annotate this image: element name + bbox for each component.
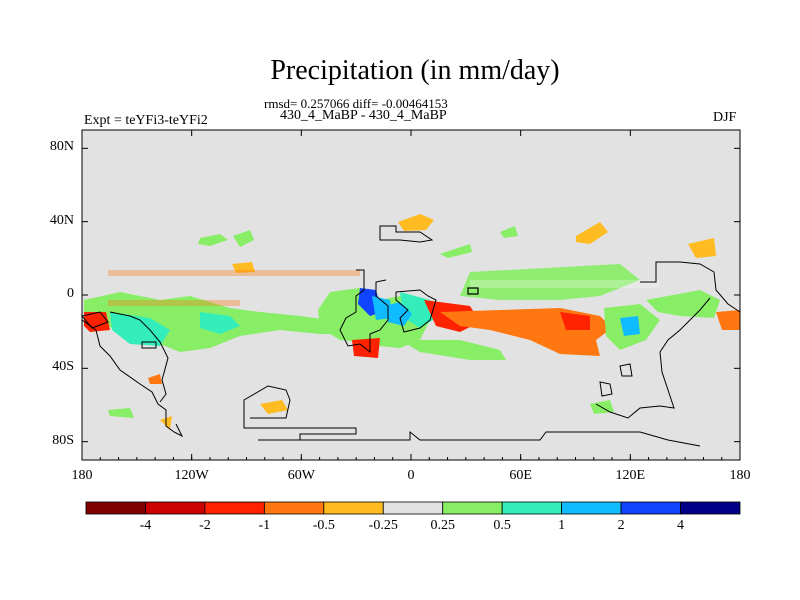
x-tick-label: 120E: [615, 468, 646, 483]
coastline-island: [599, 381, 613, 397]
colorbar: [85, 501, 741, 515]
anomaly-patch: [716, 310, 740, 330]
anomaly-patch: [108, 408, 134, 418]
y-tick-label: 80S: [52, 432, 74, 448]
anomaly-patch: [440, 244, 472, 258]
colorbar-swatch: [145, 501, 206, 515]
x-tick-label: 180: [71, 468, 93, 483]
x-tick-label: 60E: [509, 468, 532, 483]
coastline-europe: [379, 225, 434, 243]
y-tick-label: 40S: [52, 359, 74, 375]
colorbar-swatch: [323, 501, 384, 515]
anomaly-patch: [460, 264, 640, 300]
rmsd-diff-text: rmsd= 0.257066 diff= -0.00464153: [264, 96, 448, 111]
x-tick-label: 180: [729, 468, 751, 483]
x-tick-label: 60W: [287, 468, 315, 483]
colorbar-label: -0.5: [312, 518, 335, 533]
colorbar-swatch: [561, 501, 622, 515]
colorbar-label: -2: [199, 518, 211, 533]
colorbar-label: 0.5: [493, 518, 511, 533]
axis-ticks: [81, 130, 741, 460]
x-tick-label: 0: [407, 468, 415, 483]
anomaly-patch: [198, 234, 228, 246]
x-tick-label: 120W: [174, 468, 209, 483]
colorbar-label: 0.25: [430, 518, 455, 533]
anomaly-patch: [148, 374, 162, 384]
colorbar-swatch: [85, 501, 146, 515]
coastline-island: [141, 341, 157, 349]
anomaly-patch: [470, 280, 660, 288]
anomaly-patch: [260, 400, 288, 414]
anomaly-patch: [560, 312, 590, 330]
colorbar-swatch: [204, 501, 265, 515]
coastline-island: [619, 363, 633, 377]
anomaly-patch: [398, 214, 434, 231]
season-label: DJF: [713, 110, 737, 125]
expt-left-label: Expt = teYFi3-teYFi2: [84, 113, 208, 128]
colorbar-swatch: [442, 501, 503, 515]
colorbar-swatch: [263, 501, 325, 515]
anomaly-patch: [620, 316, 640, 336]
colorbar-swatch: [620, 501, 681, 515]
coastline-africa: [395, 289, 437, 333]
y-tick-label: 80N: [49, 139, 74, 155]
precip-anomaly-shading: [84, 214, 740, 430]
anomaly-patch: [500, 226, 518, 238]
colorbar-label: -0.25: [368, 518, 398, 533]
coastline-island: [467, 287, 479, 295]
anomaly-patch: [400, 340, 506, 360]
colorbar-label: 1: [558, 518, 566, 533]
coastline-africa: [339, 269, 389, 354]
coastline-asia: [640, 261, 741, 313]
experiment-label: 430_4_MaBP - 430_4_MaBP: [280, 108, 447, 123]
coastlines: [81, 225, 741, 447]
colorbar-swatch: [382, 501, 444, 515]
anomaly-patch: [108, 300, 240, 306]
y-tick-label: 40N: [49, 212, 74, 228]
anomaly-patch: [576, 222, 608, 244]
anomaly-patch: [232, 262, 255, 273]
anomaly-patch: [352, 338, 380, 358]
y-tick-label: 0: [67, 286, 74, 301]
anomaly-patch: [110, 312, 170, 346]
anomaly-patch: [688, 238, 716, 258]
anomaly-patch: [108, 270, 360, 276]
colorbar-label: 4: [677, 518, 685, 533]
colorbar-swatch: [501, 501, 563, 515]
anomaly-patch: [646, 290, 720, 318]
coastline-australia: [595, 297, 711, 419]
anomaly-patch: [200, 312, 240, 334]
coastline-antarctic: [258, 430, 701, 447]
colorbar-swatch: [680, 501, 741, 515]
chart-title: Precipitation (in mm/day): [270, 55, 560, 86]
anomaly-patch: [233, 230, 254, 247]
colorbar-label: -1: [258, 518, 271, 533]
coastline-south-america: [109, 311, 169, 403]
colorbar-label: -4: [139, 518, 152, 533]
coastline-antarctic: [243, 385, 357, 441]
coastline-south-america: [81, 319, 184, 438]
coastline-island: [81, 311, 109, 329]
colorbar-label: 2: [617, 518, 625, 533]
